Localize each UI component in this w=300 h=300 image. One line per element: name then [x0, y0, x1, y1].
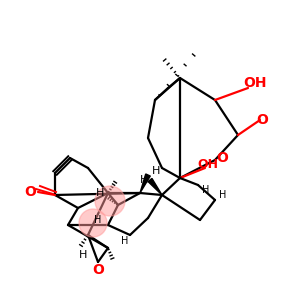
Text: H: H: [79, 250, 87, 260]
Circle shape: [95, 186, 125, 216]
Text: H: H: [219, 190, 227, 200]
Text: OH: OH: [243, 76, 267, 90]
Polygon shape: [148, 178, 162, 195]
Circle shape: [79, 209, 107, 237]
Text: O: O: [216, 151, 228, 165]
Text: O: O: [24, 185, 36, 199]
Text: O: O: [92, 263, 104, 277]
Polygon shape: [140, 174, 150, 193]
Text: H: H: [96, 188, 104, 198]
Text: OH: OH: [197, 158, 218, 172]
Text: O: O: [256, 113, 268, 127]
Text: H: H: [121, 236, 129, 246]
Text: H: H: [140, 175, 148, 185]
Text: H: H: [94, 215, 102, 225]
Text: H: H: [202, 185, 210, 195]
Text: H: H: [152, 166, 160, 176]
